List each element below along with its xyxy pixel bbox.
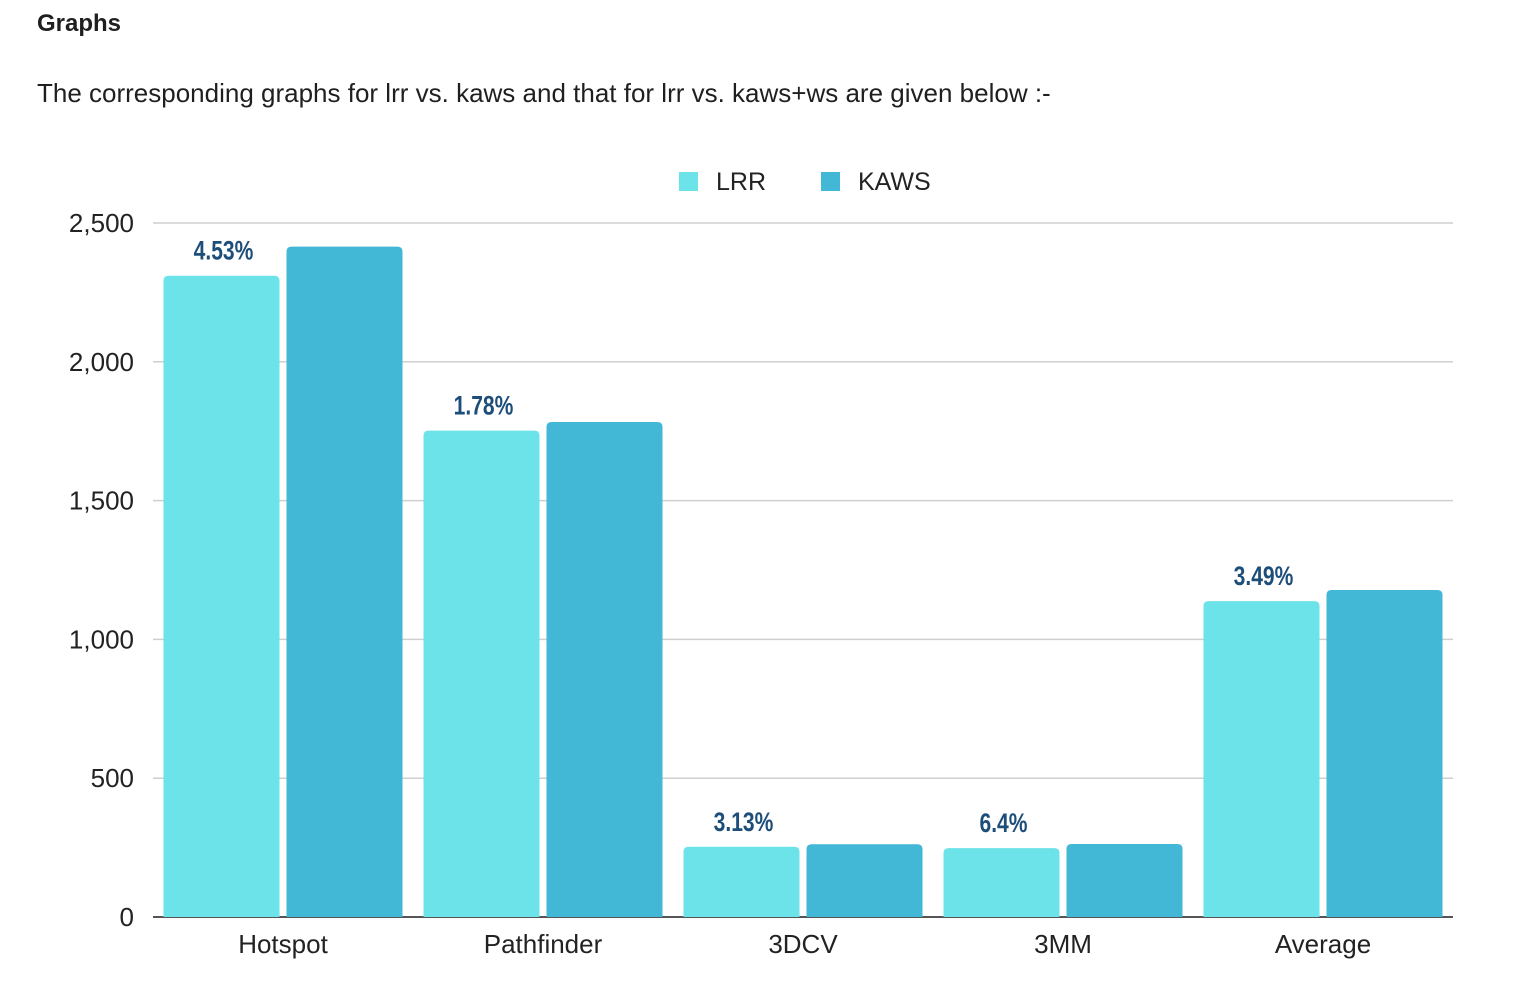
y-tick-label: 2,000 [69, 347, 134, 377]
legend-label-kaws: KAWS [858, 168, 931, 196]
x-tick-label: Hotspot [238, 929, 328, 959]
section-heading: Graphs [37, 10, 122, 37]
y-tick-label: 1,000 [69, 624, 134, 654]
x-axis-tick-labels: Hotspot Pathfinder 3DCV 3MM Average [238, 929, 1371, 959]
x-tick-label: 3MM [1034, 929, 1092, 959]
legend: LRR KAWS [679, 168, 931, 196]
y-axis-tick-labels: 0 500 1,000 1,500 2,000 2,500 [69, 208, 134, 932]
bar-lrr-3mm [943, 848, 1060, 917]
bar-lrr-pathfinder [423, 430, 540, 917]
bar-kaws-3dcv [806, 844, 923, 917]
y-tick-label: 2,500 [69, 208, 134, 238]
bar-lrr-hotspot [163, 275, 280, 917]
bar-annotations: 4.53% 1.78% 3.13% 6.4% 3.49% [194, 236, 1294, 839]
bar-annotation: 1.78% [454, 391, 514, 421]
bar-annotation: 4.53% [194, 236, 254, 266]
bar-annotation: 3.13% [714, 807, 774, 837]
bar-kaws-hotspot [286, 246, 403, 917]
legend-swatch-lrr [679, 172, 698, 191]
bar-kaws-3mm [1066, 843, 1183, 917]
bar-annotation: 6.4% [980, 809, 1028, 839]
legend-label-lrr: LRR [716, 168, 766, 196]
bar-kaws-pathfinder [546, 422, 663, 917]
section-description: The corresponding graphs for lrr vs. kaw… [37, 78, 1051, 108]
bar-lrr-3dcv [683, 846, 800, 917]
y-tick-label: 0 [120, 902, 134, 932]
x-tick-label: Average [1275, 929, 1371, 959]
bars [163, 246, 1443, 917]
bar-kaws-average [1326, 589, 1443, 917]
bar-annotation: 3.49% [1234, 562, 1294, 592]
bar-lrr-average [1203, 601, 1320, 917]
legend-swatch-kaws [821, 172, 840, 191]
y-tick-label: 1,500 [69, 486, 134, 516]
bar-chart: 0 500 1,000 1,500 2,000 2,500 4.53% 1.78% 3.13%… [69, 168, 1453, 959]
x-tick-label: Pathfinder [484, 929, 603, 959]
y-tick-label: 500 [91, 763, 134, 793]
x-tick-label: 3DCV [768, 929, 838, 959]
